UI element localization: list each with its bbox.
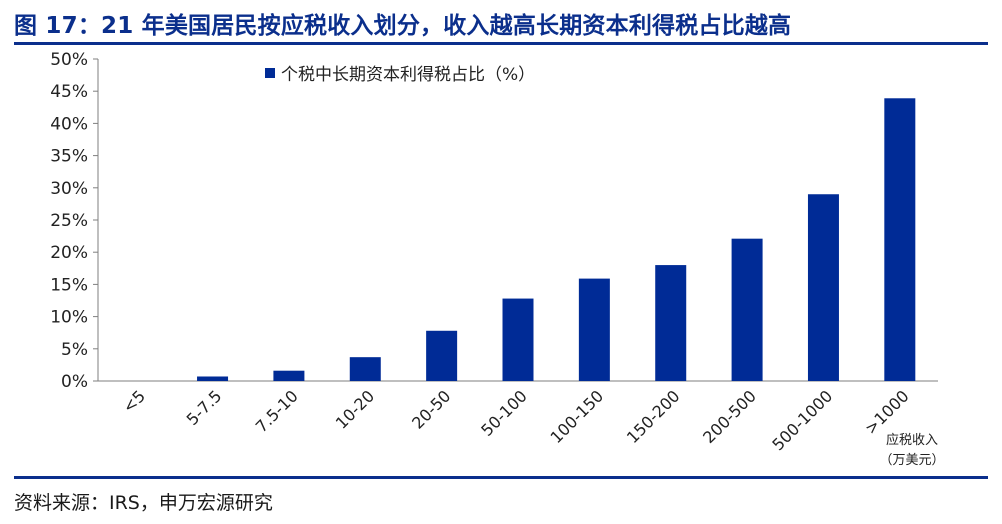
y-tick-label: 20% <box>50 243 88 263</box>
bar <box>502 298 534 381</box>
legend: 个税中长期资本利得税占比（%） <box>265 65 535 85</box>
x-tick-label: 50-100 <box>477 386 531 440</box>
y-tick-label: 25% <box>50 211 88 231</box>
x-tick-label: 200-500 <box>699 386 760 447</box>
bar <box>578 278 610 381</box>
x-tick-label: 20-50 <box>408 386 454 432</box>
x-tick-label: 10-20 <box>332 386 378 432</box>
x-axis-title: 应税收入 （万美元） <box>879 432 944 468</box>
y-tick-label: 45% <box>50 82 88 102</box>
y-tick-label: 30% <box>50 179 88 199</box>
legend-swatch <box>265 68 275 78</box>
y-tick-label: 35% <box>50 147 88 167</box>
bar <box>273 370 305 381</box>
x-tick-label: 5-7.5 <box>183 386 226 429</box>
x-axis-title-line-2: （万美元） <box>879 453 944 468</box>
bar-chart: 0% 5% 10% 15% 20% 25% 30% 35% 40% 45% 50% <5 5-7.5 7… <box>50 50 944 468</box>
y-tick-label: 40% <box>50 114 88 134</box>
bar <box>731 238 763 381</box>
bar-series <box>197 98 916 381</box>
x-tick-label: >1000 <box>861 386 913 438</box>
x-tick-label: 500-1000 <box>768 386 836 454</box>
bar <box>884 98 916 381</box>
footer-divider <box>14 476 988 479</box>
x-tick-label: <5 <box>119 386 149 416</box>
y-tick-label: 50% <box>50 50 88 70</box>
bar <box>807 194 839 381</box>
x-tick-label: 150-200 <box>623 386 684 447</box>
bar <box>655 265 687 381</box>
y-tick-label: 10% <box>50 308 88 328</box>
bar <box>426 330 458 381</box>
x-tick-label: 100-150 <box>546 386 607 447</box>
bar <box>197 376 229 381</box>
legend-label: 个税中长期资本利得税占比（%） <box>281 65 535 85</box>
source-note: 资料来源：IRS，申万宏源研究 <box>14 492 273 514</box>
x-tick-label: 7.5-10 <box>252 386 302 436</box>
y-tick-label: 15% <box>50 275 88 295</box>
x-axis-title-line-1: 应税收入 <box>886 432 938 448</box>
x-axis: <5 5-7.5 7.5-10 10-20 20-50 50-100 100-150 150-… <box>98 380 938 454</box>
bar <box>349 357 381 381</box>
y-tick-label: 0% <box>61 372 88 392</box>
chart-title: 图 17：21 年美国居民按应税收入划分，收入越高长期资本利得税占比越高 <box>14 13 792 39</box>
y-tick-label: 5% <box>61 340 88 360</box>
title-divider <box>14 42 988 45</box>
y-axis: 0% 5% 10% 15% 20% 25% 30% 35% 40% 45% 50% <box>50 50 99 392</box>
